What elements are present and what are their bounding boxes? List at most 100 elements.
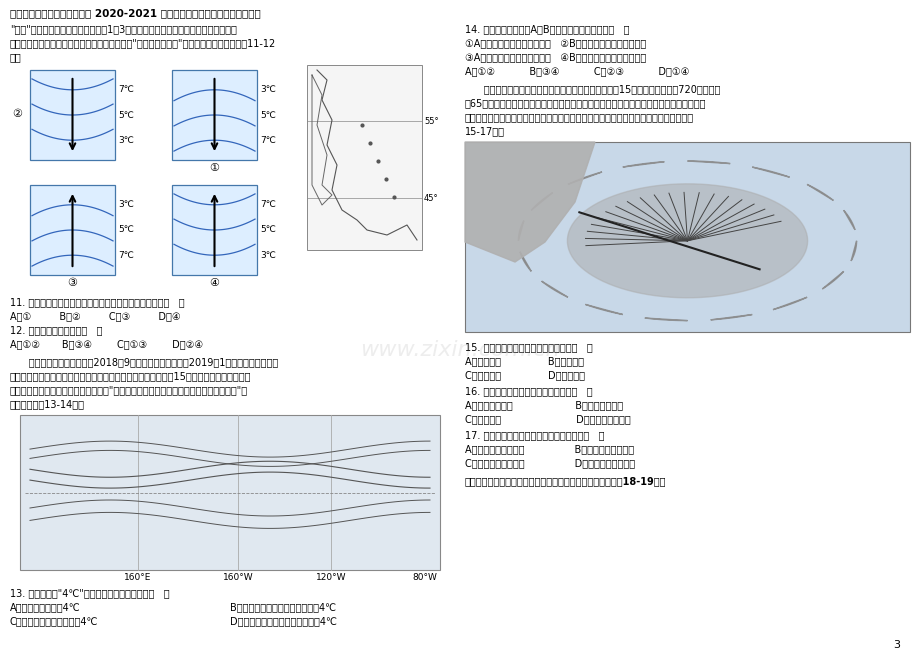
Text: 7℃: 7℃ bbox=[260, 136, 276, 145]
Text: 有65个港口泊位，是世界上最大的人工港。岛上建设有私人住宅、公寓、摩天大楼、亲子游: 有65个港口泊位，是世界上最大的人工港。岛上建设有私人住宅、公寓、摩天大楼、亲子… bbox=[464, 98, 706, 108]
Text: 海洋: 海洋 bbox=[472, 314, 484, 324]
Polygon shape bbox=[567, 184, 807, 298]
Bar bbox=[30, 185, 115, 275]
Text: C．动力资源               D．空间资源: C．动力资源 D．空间资源 bbox=[464, 370, 584, 380]
Text: 甲: 甲 bbox=[68, 508, 73, 517]
Text: 7℃: 7℃ bbox=[260, 200, 276, 209]
Bar bbox=[307, 65, 422, 250]
Bar bbox=[172, 185, 256, 275]
Text: C．甲地海底水温比海面高4℃: C．甲地海底水温比海面高4℃ bbox=[10, 616, 98, 626]
Text: ③: ③ bbox=[67, 278, 77, 288]
Text: 11. 下列四幅图中，能表示鄂霍次克海东部海坡洋流的是（   ）: 11. 下列四幅图中，能表示鄂霍次克海东部海坡洋流的是（ ） bbox=[10, 297, 185, 307]
Text: 5: 5 bbox=[374, 504, 380, 514]
Text: 0°: 0° bbox=[22, 486, 31, 495]
Text: 3℃: 3℃ bbox=[260, 85, 276, 94]
Text: ③A地上升气流较正常年份减弱   ④B地下沉气流较正常年份增强: ③A地上升气流较正常年份减弱 ④B地下沉气流较正常年份增强 bbox=[464, 52, 645, 62]
Text: 14. 下列关于赤道附近A、B两地的叙述，正确的是（   ）: 14. 下列关于赤道附近A、B两地的叙述，正确的是（ ） bbox=[464, 24, 629, 34]
Polygon shape bbox=[530, 192, 552, 210]
Text: 1: 1 bbox=[101, 500, 107, 510]
Text: A．海洋生物种类增多                B．海洋生态环境改善: A．海洋生物种类增多 B．海洋生态环境改善 bbox=[464, 444, 633, 454]
Text: 5℃: 5℃ bbox=[260, 111, 276, 120]
Text: ①A地降水增加，气候更加湿润   ②B地气候由干燥少雨变为多雨: ①A地降水增加，气候更加湿润 ②B地气候由干燥少雨变为多雨 bbox=[464, 38, 645, 48]
Text: 7℃: 7℃ bbox=[118, 251, 134, 260]
Text: 海洋: 海洋 bbox=[859, 150, 871, 160]
Polygon shape bbox=[822, 271, 843, 289]
Polygon shape bbox=[584, 304, 622, 315]
Polygon shape bbox=[843, 210, 854, 230]
Text: 2: 2 bbox=[176, 500, 182, 510]
Text: "流冰"指的是随水流动的浮冰。每年1～3月，鄂霍次克海北部的浮冰会南下到达日本: "流冰"指的是随水流动的浮冰。每年1～3月，鄂霍次克海北部的浮冰会南下到达日本 bbox=[10, 24, 236, 34]
Text: 5℃: 5℃ bbox=[118, 111, 134, 120]
Text: 题。: 题。 bbox=[10, 52, 22, 62]
Text: 秘鲁: 秘鲁 bbox=[407, 435, 417, 444]
Text: 澳大利亚: 澳大利亚 bbox=[28, 550, 48, 559]
Text: A．甲地海面水温为4℃: A．甲地海面水温为4℃ bbox=[10, 602, 81, 612]
Text: 55°: 55° bbox=[424, 116, 438, 125]
Text: 3℃: 3℃ bbox=[260, 251, 276, 260]
Text: 3℃: 3℃ bbox=[118, 136, 134, 145]
Text: ①: ① bbox=[209, 163, 219, 173]
Text: 5℃: 5℃ bbox=[260, 226, 276, 235]
Text: 龙: 龙 bbox=[309, 113, 313, 122]
Text: 海: 海 bbox=[352, 127, 357, 136]
Text: D．甲地海面比常年平均水温偏高4℃: D．甲地海面比常年平均水温偏高4℃ bbox=[230, 616, 336, 626]
Text: 广东省中山市卓雅外国语学校 2020-2021 学年高二地理下学期第一次段考试题: 广东省中山市卓雅外国语学校 2020-2021 学年高二地理下学期第一次段考试题 bbox=[10, 8, 260, 18]
Text: 12. 上题中表示暖流的是（   ）: 12. 上题中表示暖流的是（ ） bbox=[10, 325, 102, 335]
Text: 3℃: 3℃ bbox=[118, 200, 134, 209]
Text: 160°E: 160°E bbox=[124, 573, 151, 582]
Text: 15-17题。: 15-17题。 bbox=[464, 126, 505, 136]
Text: A．①②           B．③④           C．②③           D．①④: A．①② B．③④ C．②③ D．①④ bbox=[464, 66, 688, 76]
Text: 3: 3 bbox=[261, 500, 266, 510]
Text: 160°W: 160°W bbox=[222, 573, 254, 582]
Text: A．旅游功能突出                    B．商业功能为主: A．旅游功能突出 B．商业功能为主 bbox=[464, 400, 622, 410]
Text: 迪拜杰贝勒阿里人工岛以棕榈树为设计原型，跨度达15公里，增加海岸线720公里，建: 迪拜杰贝勒阿里人工岛以棕榈树为设计原型，跨度达15公里，增加海岸线720公里，建 bbox=[464, 84, 720, 94]
Polygon shape bbox=[752, 167, 789, 177]
Bar bbox=[30, 70, 115, 160]
Text: 16. 材料显示人工岛人居环境的特征是（   ）: 16. 材料显示人工岛人居环境的特征是（ ） bbox=[464, 386, 592, 396]
Text: A．①②       B．③④        C．①③        D．②④: A．①② B．③④ C．①③ D．②④ bbox=[10, 339, 203, 349]
Text: 国家气候中心监测表明，2018年9月进入厄尔尼诺状态，2019年1月达到厄尔尼诺事件: 国家气候中心监测表明，2018年9月进入厄尔尼诺状态，2019年1月达到厄尔尼诺… bbox=[10, 357, 278, 367]
Polygon shape bbox=[567, 172, 601, 185]
Text: 陆地: 陆地 bbox=[494, 150, 506, 160]
Polygon shape bbox=[541, 281, 567, 297]
Polygon shape bbox=[806, 185, 833, 200]
Text: 80°W: 80°W bbox=[412, 573, 437, 582]
Polygon shape bbox=[709, 315, 752, 320]
Text: 5℃: 5℃ bbox=[118, 226, 134, 235]
Text: 江: 江 bbox=[309, 121, 313, 130]
Text: 玩项目和假日旅游酒店以及主题公园。下图示意杰贝勒阿里人工港设计图。据此完成下列: 玩项目和假日旅游酒店以及主题公园。下图示意杰贝勒阿里人工港设计图。据此完成下列 bbox=[464, 112, 693, 122]
Text: www.zixin.com.cn: www.zixin.com.cn bbox=[359, 340, 560, 360]
Text: A．①         B．②         C．③         D．④: A．① B．② C．③ D．④ bbox=[10, 311, 180, 321]
Polygon shape bbox=[517, 220, 523, 240]
Polygon shape bbox=[622, 162, 664, 167]
Text: 北海道沿岸，形成著名的流冰旅游景观。下图为"鄂霍次克海位置"示意图。据此，完成下面11-12: 北海道沿岸，形成著名的流冰旅游景观。下图为"鄂霍次克海位置"示意图。据此，完成下… bbox=[10, 38, 276, 48]
Text: 17. 杰贝勒阿里人工港对沿海生态的影响是（   ）: 17. 杰贝勒阿里人工港对沿海生态的影响是（ ） bbox=[464, 430, 604, 440]
Polygon shape bbox=[850, 240, 856, 261]
Text: 尼诺事件，强度为中等至偏强。下图为"厄尔尼诺发生时太平洋表层水温异常现象示意图"。: 尼诺事件，强度为中等至偏强。下图为"厄尔尼诺发生时太平洋表层水温异常现象示意图"… bbox=[10, 385, 248, 395]
Text: 15. 海上人工岛的建设是利用了海洋的（   ）: 15. 海上人工岛的建设是利用了海洋的（ ） bbox=[464, 342, 592, 352]
Polygon shape bbox=[464, 142, 595, 262]
Text: 标准。预计本次厄尔尼诺事件将持续到冬季，持续时间可能超过15个月，形成一次超长厄尔: 标准。预计本次厄尔尼诺事件将持续到冬季，持续时间可能超过15个月，形成一次超长厄… bbox=[10, 371, 251, 381]
Text: 4: 4 bbox=[320, 504, 324, 514]
Text: 黑: 黑 bbox=[312, 150, 316, 159]
Text: A．化学资源               B．旅游资源: A．化学资源 B．旅游资源 bbox=[464, 356, 584, 366]
Text: B．甲地海面水温比同纬度地区高4℃: B．甲地海面水温比同纬度地区高4℃ bbox=[230, 602, 335, 612]
Text: 7℃: 7℃ bbox=[118, 85, 134, 94]
Bar bbox=[172, 70, 256, 160]
Text: 次: 次 bbox=[352, 111, 357, 120]
Text: 读图完成下面13-14题。: 读图完成下面13-14题。 bbox=[10, 399, 85, 409]
Text: 克: 克 bbox=[352, 119, 357, 128]
Bar bbox=[20, 415, 439, 570]
Text: C．绿化率高                        D．高档住宅占比大: C．绿化率高 D．高档住宅占比大 bbox=[464, 414, 630, 424]
Text: 120°W: 120°W bbox=[315, 573, 346, 582]
Polygon shape bbox=[772, 297, 806, 309]
Text: 台风是广东省主要的气象灾害。读下图并结合相关知识，回答18-19题。: 台风是广东省主要的气象灾害。读下图并结合相关知识，回答18-19题。 bbox=[464, 476, 665, 486]
Text: 3: 3 bbox=[892, 640, 899, 650]
Text: C．天然沙滩范围扩大                D．沿海生态环境恶化: C．天然沙滩范围扩大 D．沿海生态环境恶化 bbox=[464, 458, 634, 468]
Polygon shape bbox=[519, 252, 530, 271]
Text: ④: ④ bbox=[209, 278, 219, 288]
Text: 45°: 45° bbox=[424, 194, 438, 203]
Text: 鄂: 鄂 bbox=[352, 95, 357, 104]
Polygon shape bbox=[644, 318, 686, 320]
Text: 13. 图中甲点为"4℃"，对其含义理解正确的是（   ）: 13. 图中甲点为"4℃"，对其含义理解正确的是（ ） bbox=[10, 588, 169, 598]
